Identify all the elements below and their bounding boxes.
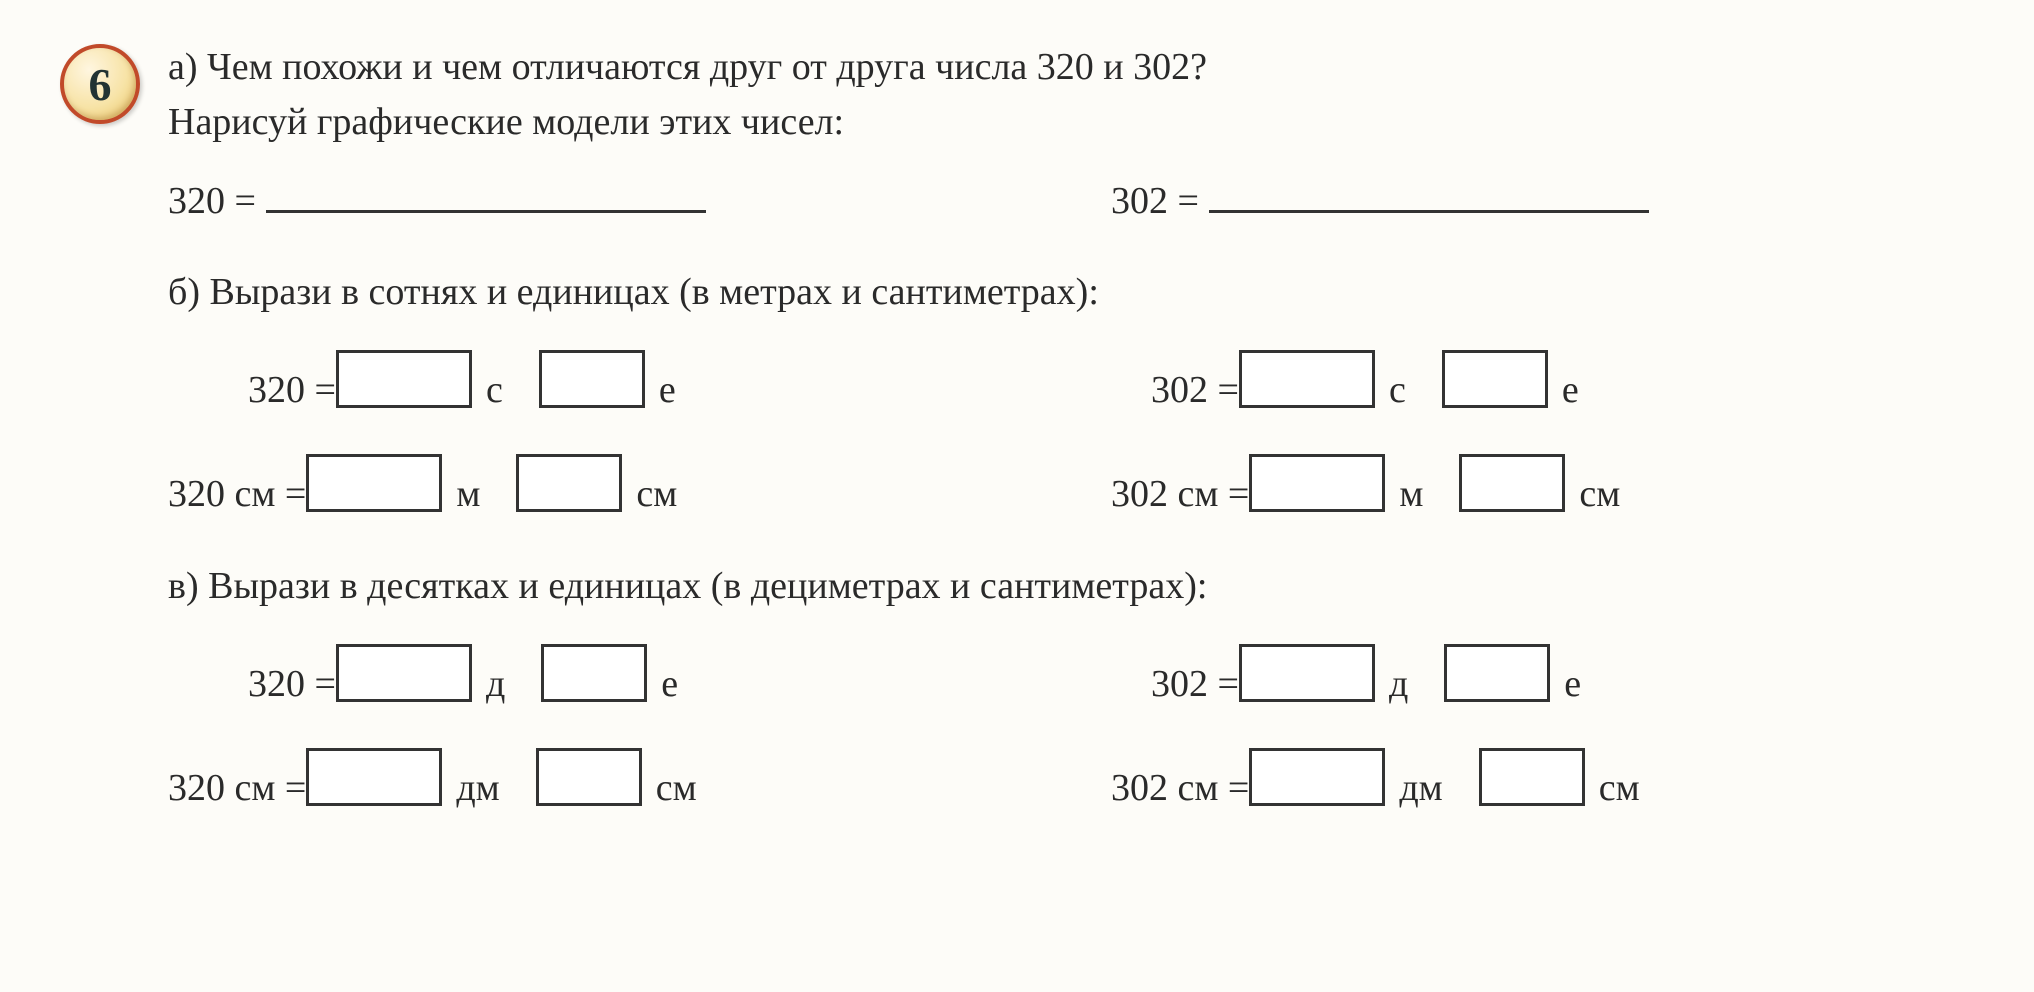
part-c-row2-right: 302 см = дм см [1111, 742, 1974, 816]
lhs: 320 = [248, 363, 336, 418]
answer-box[interactable] [1479, 748, 1585, 806]
answer-box[interactable] [1239, 350, 1375, 408]
exercise-content: а) Чем похожи и чем отличаются друг от д… [168, 40, 1974, 852]
part-c-row1: 320 = д е 302 = д е [168, 638, 1974, 712]
answer-box[interactable] [539, 350, 645, 408]
lhs: 320 = [248, 657, 336, 712]
blank-line[interactable] [266, 178, 706, 213]
answer-box[interactable] [536, 748, 642, 806]
cell-group: м см [306, 448, 699, 522]
lhs: 302 см = [1111, 467, 1249, 522]
unit-one: е [659, 363, 676, 418]
lhs: 302 = [1151, 657, 1239, 712]
unit-one: е [1564, 657, 1581, 712]
part-a-text1: Чем похожи и чем отличаются друг от друг… [207, 46, 1207, 88]
unit-one: е [1562, 363, 1579, 418]
answer-box[interactable] [1239, 644, 1375, 702]
unit-ten: д [486, 657, 505, 712]
part-b-row2-left: 320 см = м см [168, 448, 1031, 522]
cell-group: д е [336, 638, 700, 712]
part-c-text: Вырази в десятках и единицах (в дециметр… [208, 565, 1207, 607]
answer-box[interactable] [1442, 350, 1548, 408]
exercise-6: 6 а) Чем похожи и чем отличаются друг от… [60, 40, 1974, 852]
part-a-label: а) [168, 46, 198, 88]
unit-ten: д [1389, 657, 1408, 712]
unit-m: м [1399, 467, 1423, 522]
unit-dm: дм [1399, 761, 1442, 816]
part-b-row1-left: 320 = с е [248, 344, 1071, 418]
answer-box[interactable] [306, 454, 442, 512]
part-b-row2: 320 см = м см 302 см = м см [168, 448, 1974, 522]
cell-group: м см [1249, 448, 1642, 522]
part-a-text2: Нарисуй графические модели этих чисел: [168, 101, 844, 143]
unit-one: е [661, 657, 678, 712]
part-c-row1-right: 302 = д е [1151, 638, 1974, 712]
unit-cm: см [656, 761, 697, 816]
lhs: 320 см = [168, 761, 306, 816]
part-a: а) Чем похожи и чем отличаются друг от д… [168, 40, 1974, 229]
part-a-right-lhs: 302 = [1111, 174, 1199, 229]
part-b-label: б) [168, 271, 200, 313]
answer-box[interactable] [306, 748, 442, 806]
answer-box[interactable] [541, 644, 647, 702]
answer-box[interactable] [336, 644, 472, 702]
answer-box[interactable] [1249, 454, 1385, 512]
lhs: 320 см = [168, 467, 306, 522]
part-a-prompt: а) Чем похожи и чем отличаются друг от д… [168, 40, 1974, 150]
cell-group: д е [1239, 638, 1603, 712]
part-b-prompt: б) Вырази в сотнях и единицах (в метрах … [168, 265, 1974, 320]
part-b-text: Вырази в сотнях и единицах (в метрах и с… [210, 271, 1099, 313]
part-c-row2: 320 см = дм см 302 см = дм см [168, 742, 1974, 816]
lhs: 302 см = [1111, 761, 1249, 816]
blank-line[interactable] [1209, 178, 1649, 213]
exercise-number-badge: 6 [60, 44, 140, 124]
part-b-row1-right: 302 = с е [1151, 344, 1974, 418]
unit-hundred: с [1389, 363, 1406, 418]
cell-group: с е [1239, 344, 1601, 418]
unit-cm: см [1579, 467, 1620, 522]
part-a-left-lhs: 320 = [168, 174, 256, 229]
part-c-row1-left: 320 = д е [248, 638, 1071, 712]
answer-box[interactable] [1249, 748, 1385, 806]
unit-cm: см [636, 467, 677, 522]
part-b: б) Вырази в сотнях и единицах (в метрах … [168, 265, 1974, 522]
unit-dm: дм [456, 761, 499, 816]
part-a-right: 302 = [1111, 174, 1974, 229]
cell-group: дм см [306, 742, 718, 816]
answer-box[interactable] [1444, 644, 1550, 702]
answer-box[interactable] [1459, 454, 1565, 512]
unit-cm: см [1599, 761, 1640, 816]
cell-group: с е [336, 344, 698, 418]
answer-box[interactable] [336, 350, 472, 408]
part-c-row2-left: 320 см = дм см [168, 742, 1031, 816]
unit-m: м [456, 467, 480, 522]
exercise-number: 6 [89, 58, 112, 111]
part-b-row2-right: 302 см = м см [1111, 448, 1974, 522]
part-c-prompt: в) Вырази в десятках и единицах (в децим… [168, 559, 1974, 614]
part-b-row1: 320 = с е 302 = с е [168, 344, 1974, 418]
unit-hundred: с [486, 363, 503, 418]
answer-box[interactable] [516, 454, 622, 512]
lhs: 302 = [1151, 363, 1239, 418]
part-a-answer-row: 320 = 302 = [168, 174, 1974, 229]
cell-group: дм см [1249, 742, 1661, 816]
part-c: в) Вырази в десятках и единицах (в децим… [168, 559, 1974, 816]
part-c-label: в) [168, 565, 199, 607]
part-a-left: 320 = [168, 174, 1031, 229]
